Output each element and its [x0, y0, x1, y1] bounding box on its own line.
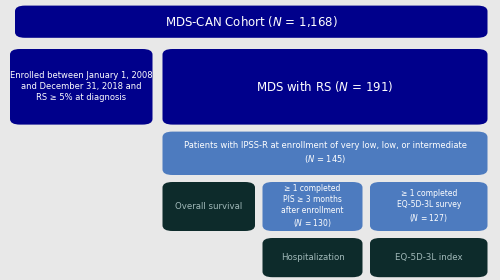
Text: EQ-5D-3L index: EQ-5D-3L index [395, 253, 462, 262]
Text: Enrolled between January 1, 2008
and December 31, 2018 and
RS ≥ 5% at diagnosis: Enrolled between January 1, 2008 and Dec… [10, 71, 152, 102]
Text: ≥ 1 completed
PIS ≥ 3 months
after enrollment
($\it{N}$ = 130): ≥ 1 completed PIS ≥ 3 months after enrol… [281, 184, 344, 229]
FancyBboxPatch shape [370, 182, 488, 231]
Text: MDS-CAN Cohort ($\it{N}$ = 1,168): MDS-CAN Cohort ($\it{N}$ = 1,168) [165, 14, 338, 29]
FancyBboxPatch shape [162, 132, 487, 175]
FancyBboxPatch shape [370, 238, 488, 277]
FancyBboxPatch shape [10, 49, 152, 125]
Text: Overall survival: Overall survival [175, 202, 242, 211]
FancyBboxPatch shape [162, 49, 487, 125]
Text: Patients with IPSS-R at enrollment of very low, low, or intermediate
($\it{N}$ =: Patients with IPSS-R at enrollment of ve… [184, 141, 467, 165]
Text: MDS with RS ($\it{N}$ = 191): MDS with RS ($\it{N}$ = 191) [256, 79, 394, 94]
FancyBboxPatch shape [262, 238, 362, 277]
Text: Hospitalization: Hospitalization [280, 253, 344, 262]
FancyBboxPatch shape [15, 6, 488, 38]
FancyBboxPatch shape [162, 182, 255, 231]
Text: ≥ 1 completed
EQ-5D-3L survey
($\it{N}$ = 127): ≥ 1 completed EQ-5D-3L survey ($\it{N}$ … [396, 189, 461, 224]
FancyBboxPatch shape [262, 182, 362, 231]
